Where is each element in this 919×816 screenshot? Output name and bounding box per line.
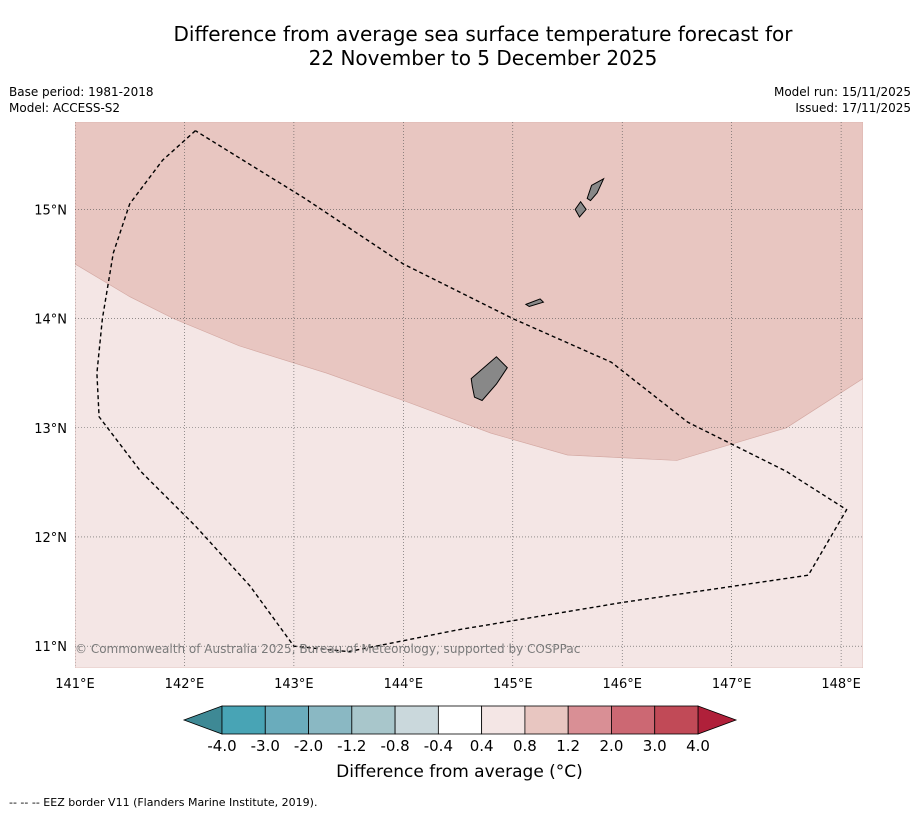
colorbar-title: Difference from average (°C) — [336, 762, 583, 782]
model-name: Model: ACCESS-S2 — [9, 101, 121, 115]
colorbar-segment — [351, 705, 396, 735]
colorbar-tick-label: 3.0 — [643, 737, 667, 755]
colorbar-segment — [654, 705, 699, 735]
island-tinian — [574, 200, 587, 218]
eez-border-line — [96, 130, 848, 653]
meta-right: Model run: 15/11/2025 Issued: 17/11/2025 — [774, 84, 911, 116]
issued-date: Issued: 17/11/2025 — [795, 101, 911, 115]
colorbar-segment — [221, 705, 266, 735]
lat-tick-label: 12°N — [34, 531, 67, 546]
map-title: Difference from average sea surface temp… — [0, 22, 919, 70]
colorbar-segment — [394, 705, 439, 735]
colorbar-tick-label: -0.8 — [380, 737, 409, 755]
lat-tick-label: 15°N — [34, 203, 67, 218]
colorbar: -4.0 -3.0 -2.0 -1.2 -0.8 -0.4 0.4 0.8 1.2 2.0 3.0 4… — [182, 705, 738, 755]
colorbar-tick-label: 4.0 — [686, 737, 710, 755]
map-svg: 141°E 142°E 143°E 144°E 145°E 146°E 147°E 148°E… — [34, 122, 863, 755]
eez-legend: -- -- -- EEZ border V11 (Flanders Marine… — [9, 796, 318, 809]
colorbar-segment — [611, 705, 656, 735]
colorbar-tick-label: -0.4 — [424, 737, 453, 755]
colorbar-tick-label: 2.0 — [600, 737, 624, 755]
lon-tick-label: 142°E — [165, 677, 205, 692]
colorbar-segment — [308, 705, 353, 735]
island-saipan — [586, 177, 605, 202]
copyright-notice: © Commonwealth of Australia 2025, Bureau… — [75, 642, 580, 656]
colorbar-tick-label: -3.0 — [251, 737, 280, 755]
colorbar-tick-label: 1.2 — [556, 737, 580, 755]
map-axes: 141°E 142°E 143°E 144°E 145°E 146°E 147°E 148°E… — [34, 203, 861, 692]
island-guam — [470, 356, 508, 402]
lon-tick-label: 146°E — [602, 677, 642, 692]
lon-tick-label: 144°E — [384, 677, 424, 692]
base-period: Base period: 1981-2018 — [9, 85, 154, 99]
colorbar-segment — [264, 705, 309, 735]
lon-tick-label: 143°E — [274, 677, 314, 692]
colorbar-tick-label: -1.2 — [337, 737, 366, 755]
lat-tick-label: 11°N — [34, 640, 67, 655]
colorbar-tick-label: 0.8 — [513, 737, 537, 755]
colorbar-segment — [437, 705, 483, 735]
title-line-1: Difference from average sea surface temp… — [173, 22, 793, 46]
colorbar-tick-label: -2.0 — [294, 737, 323, 755]
colorbar-segment — [481, 705, 526, 735]
meta-left: Base period: 1981-2018 Model: ACCESS-S2 — [9, 84, 154, 116]
title-line-2: 22 November to 5 December 2025 — [308, 46, 658, 70]
lon-tick-label: 145°E — [493, 677, 533, 692]
island-rota — [524, 298, 545, 308]
colorbar-tick-label: 0.4 — [470, 737, 494, 755]
lon-tick-label: 147°E — [712, 677, 752, 692]
lat-tick-label: 13°N — [34, 422, 67, 437]
colorbar-extend-low — [182, 705, 223, 735]
lat-tick-label: 14°N — [34, 313, 67, 328]
model-run: Model run: 15/11/2025 — [773, 85, 911, 99]
colorbar-tick-label: -4.0 — [207, 737, 236, 755]
map-plot-area — [75, 122, 863, 668]
lon-tick-label: 141°E — [55, 677, 95, 692]
colorbar-segment — [524, 705, 569, 735]
colorbar-extend-high — [697, 705, 738, 735]
lon-tick-label: 148°E — [821, 677, 861, 692]
colorbar-segment — [567, 705, 612, 735]
